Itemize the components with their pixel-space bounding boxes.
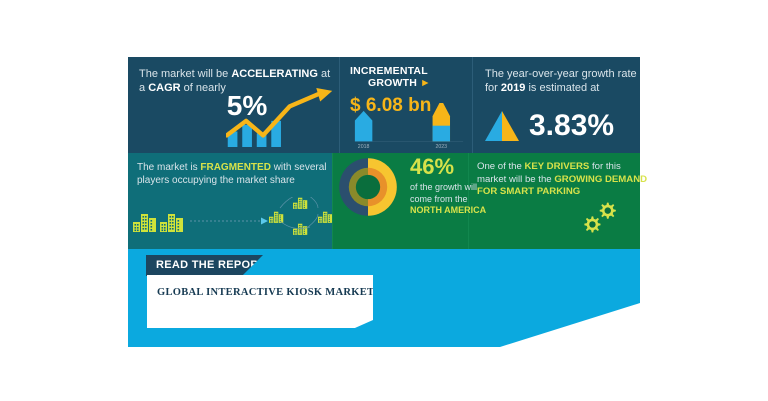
svg-text:2018: 2018 xyxy=(358,144,370,150)
svg-text:5%: 5% xyxy=(227,90,268,121)
svg-text:2023: 2023 xyxy=(435,144,447,150)
